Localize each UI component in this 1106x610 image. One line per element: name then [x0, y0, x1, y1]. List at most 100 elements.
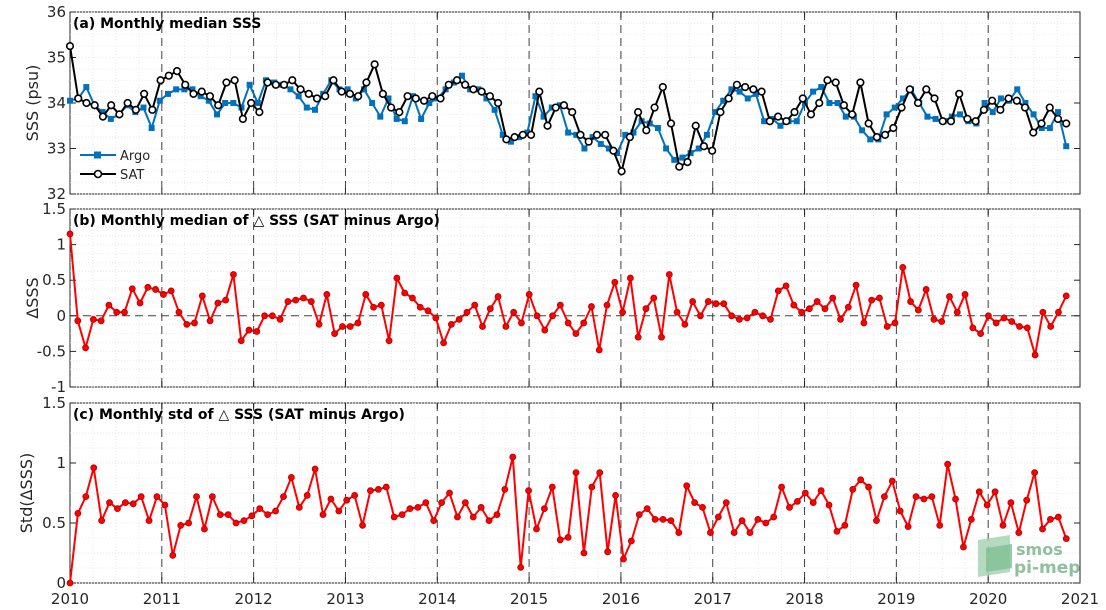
data-point [770, 513, 778, 521]
data-point [113, 308, 121, 316]
data-point [930, 315, 938, 323]
data-point [728, 312, 735, 320]
data-point [1062, 535, 1070, 542]
data-point-sat [296, 85, 305, 94]
data-point-argo [254, 100, 261, 106]
data-point [533, 312, 541, 320]
data-point [604, 548, 612, 556]
data-point [759, 312, 767, 320]
data-point-argo [712, 109, 719, 116]
data-point [992, 319, 1000, 327]
data-point [914, 306, 922, 314]
data-point [899, 263, 907, 271]
data-point-argo [173, 86, 180, 93]
data-point [90, 464, 98, 472]
data-point [208, 493, 216, 501]
data-point [518, 319, 525, 327]
x-tick-label: 2016 [602, 590, 640, 608]
data-point [1047, 323, 1055, 330]
data-point [865, 483, 872, 491]
legend-sat-marker [93, 169, 103, 179]
data-point [928, 493, 936, 501]
data-point [106, 499, 113, 507]
data-point-sat [123, 98, 132, 108]
data-point-sat [576, 130, 585, 139]
data-point [821, 305, 829, 313]
data-point [675, 529, 683, 536]
data-point [501, 485, 509, 493]
data-point [967, 516, 975, 523]
data-point-sat [461, 80, 470, 89]
data-point-argo [458, 72, 465, 79]
data-point [510, 308, 518, 316]
data-point-argo [140, 104, 147, 111]
panel-b-delta-sss: -1 -0.5 0 0.5 1 1.5 (b) Monthly median of △ S… [23, 200, 1081, 396]
data-point-sat [1062, 119, 1071, 128]
data-point-sat [880, 130, 890, 139]
data-point [837, 315, 844, 323]
data-point-argo [989, 109, 996, 116]
data-point [794, 497, 801, 505]
data-point [714, 513, 722, 521]
data-point [169, 552, 177, 559]
data-point-argo [826, 100, 833, 106]
data-point-sat [839, 101, 849, 110]
data-point-sat [1004, 94, 1013, 103]
data-point [129, 500, 137, 508]
data-point [323, 291, 331, 298]
data-point-argo [761, 118, 768, 125]
data-point [896, 507, 904, 515]
data-point-sat [642, 126, 651, 135]
data-point-sat [321, 92, 330, 101]
x-tick-label: 2018 [785, 590, 823, 608]
data-point-sat [633, 107, 643, 117]
data-point [477, 503, 485, 511]
y-tick-label: 1.5 [42, 394, 66, 412]
data-point-sat [823, 76, 832, 85]
data-point-sat [848, 110, 857, 119]
data-point-argo [614, 150, 621, 157]
legend-argo-marker [94, 151, 101, 159]
data-point-sat [271, 80, 280, 89]
data-point [635, 511, 643, 518]
data-point-argo [899, 95, 906, 102]
data-point-argo [597, 140, 604, 147]
data-point [276, 315, 284, 323]
data-point [339, 323, 346, 330]
panel-a-title: (a) Monthly median SSS [73, 16, 261, 32]
data-point [712, 300, 720, 308]
data-point-argo [393, 115, 400, 122]
data-point-sat [946, 117, 956, 126]
data-point [486, 305, 494, 313]
panel-b-y-ticks: -1 -0.5 0 0.5 1 1.5 [37, 200, 1080, 396]
data-point [440, 339, 447, 347]
data-point [206, 317, 214, 325]
data-point-sat [411, 94, 420, 103]
data-point-argo [687, 150, 694, 157]
data-point [588, 483, 596, 491]
data-point [572, 469, 580, 477]
data-point [907, 298, 914, 305]
data-point [354, 319, 362, 327]
data-point-argo [524, 129, 531, 136]
data-point [920, 495, 928, 503]
data-point [152, 286, 160, 293]
data-point-argo [222, 100, 229, 106]
data-point-argo [695, 145, 702, 152]
data-point [359, 522, 366, 529]
data-point-sat [601, 130, 610, 139]
data-point-argo [573, 131, 580, 138]
data-point [873, 517, 880, 524]
data-point [253, 328, 261, 335]
data-point [292, 296, 300, 304]
data-point-sat [139, 89, 149, 98]
data-point [596, 469, 604, 477]
data-point [1007, 499, 1015, 507]
data-point-argo [67, 97, 73, 104]
data-point-sat [403, 92, 412, 101]
data-point-sat [592, 130, 602, 139]
data-point [999, 522, 1007, 529]
data-point-sat [773, 112, 783, 121]
data-point [548, 483, 556, 491]
data-point [494, 293, 502, 300]
